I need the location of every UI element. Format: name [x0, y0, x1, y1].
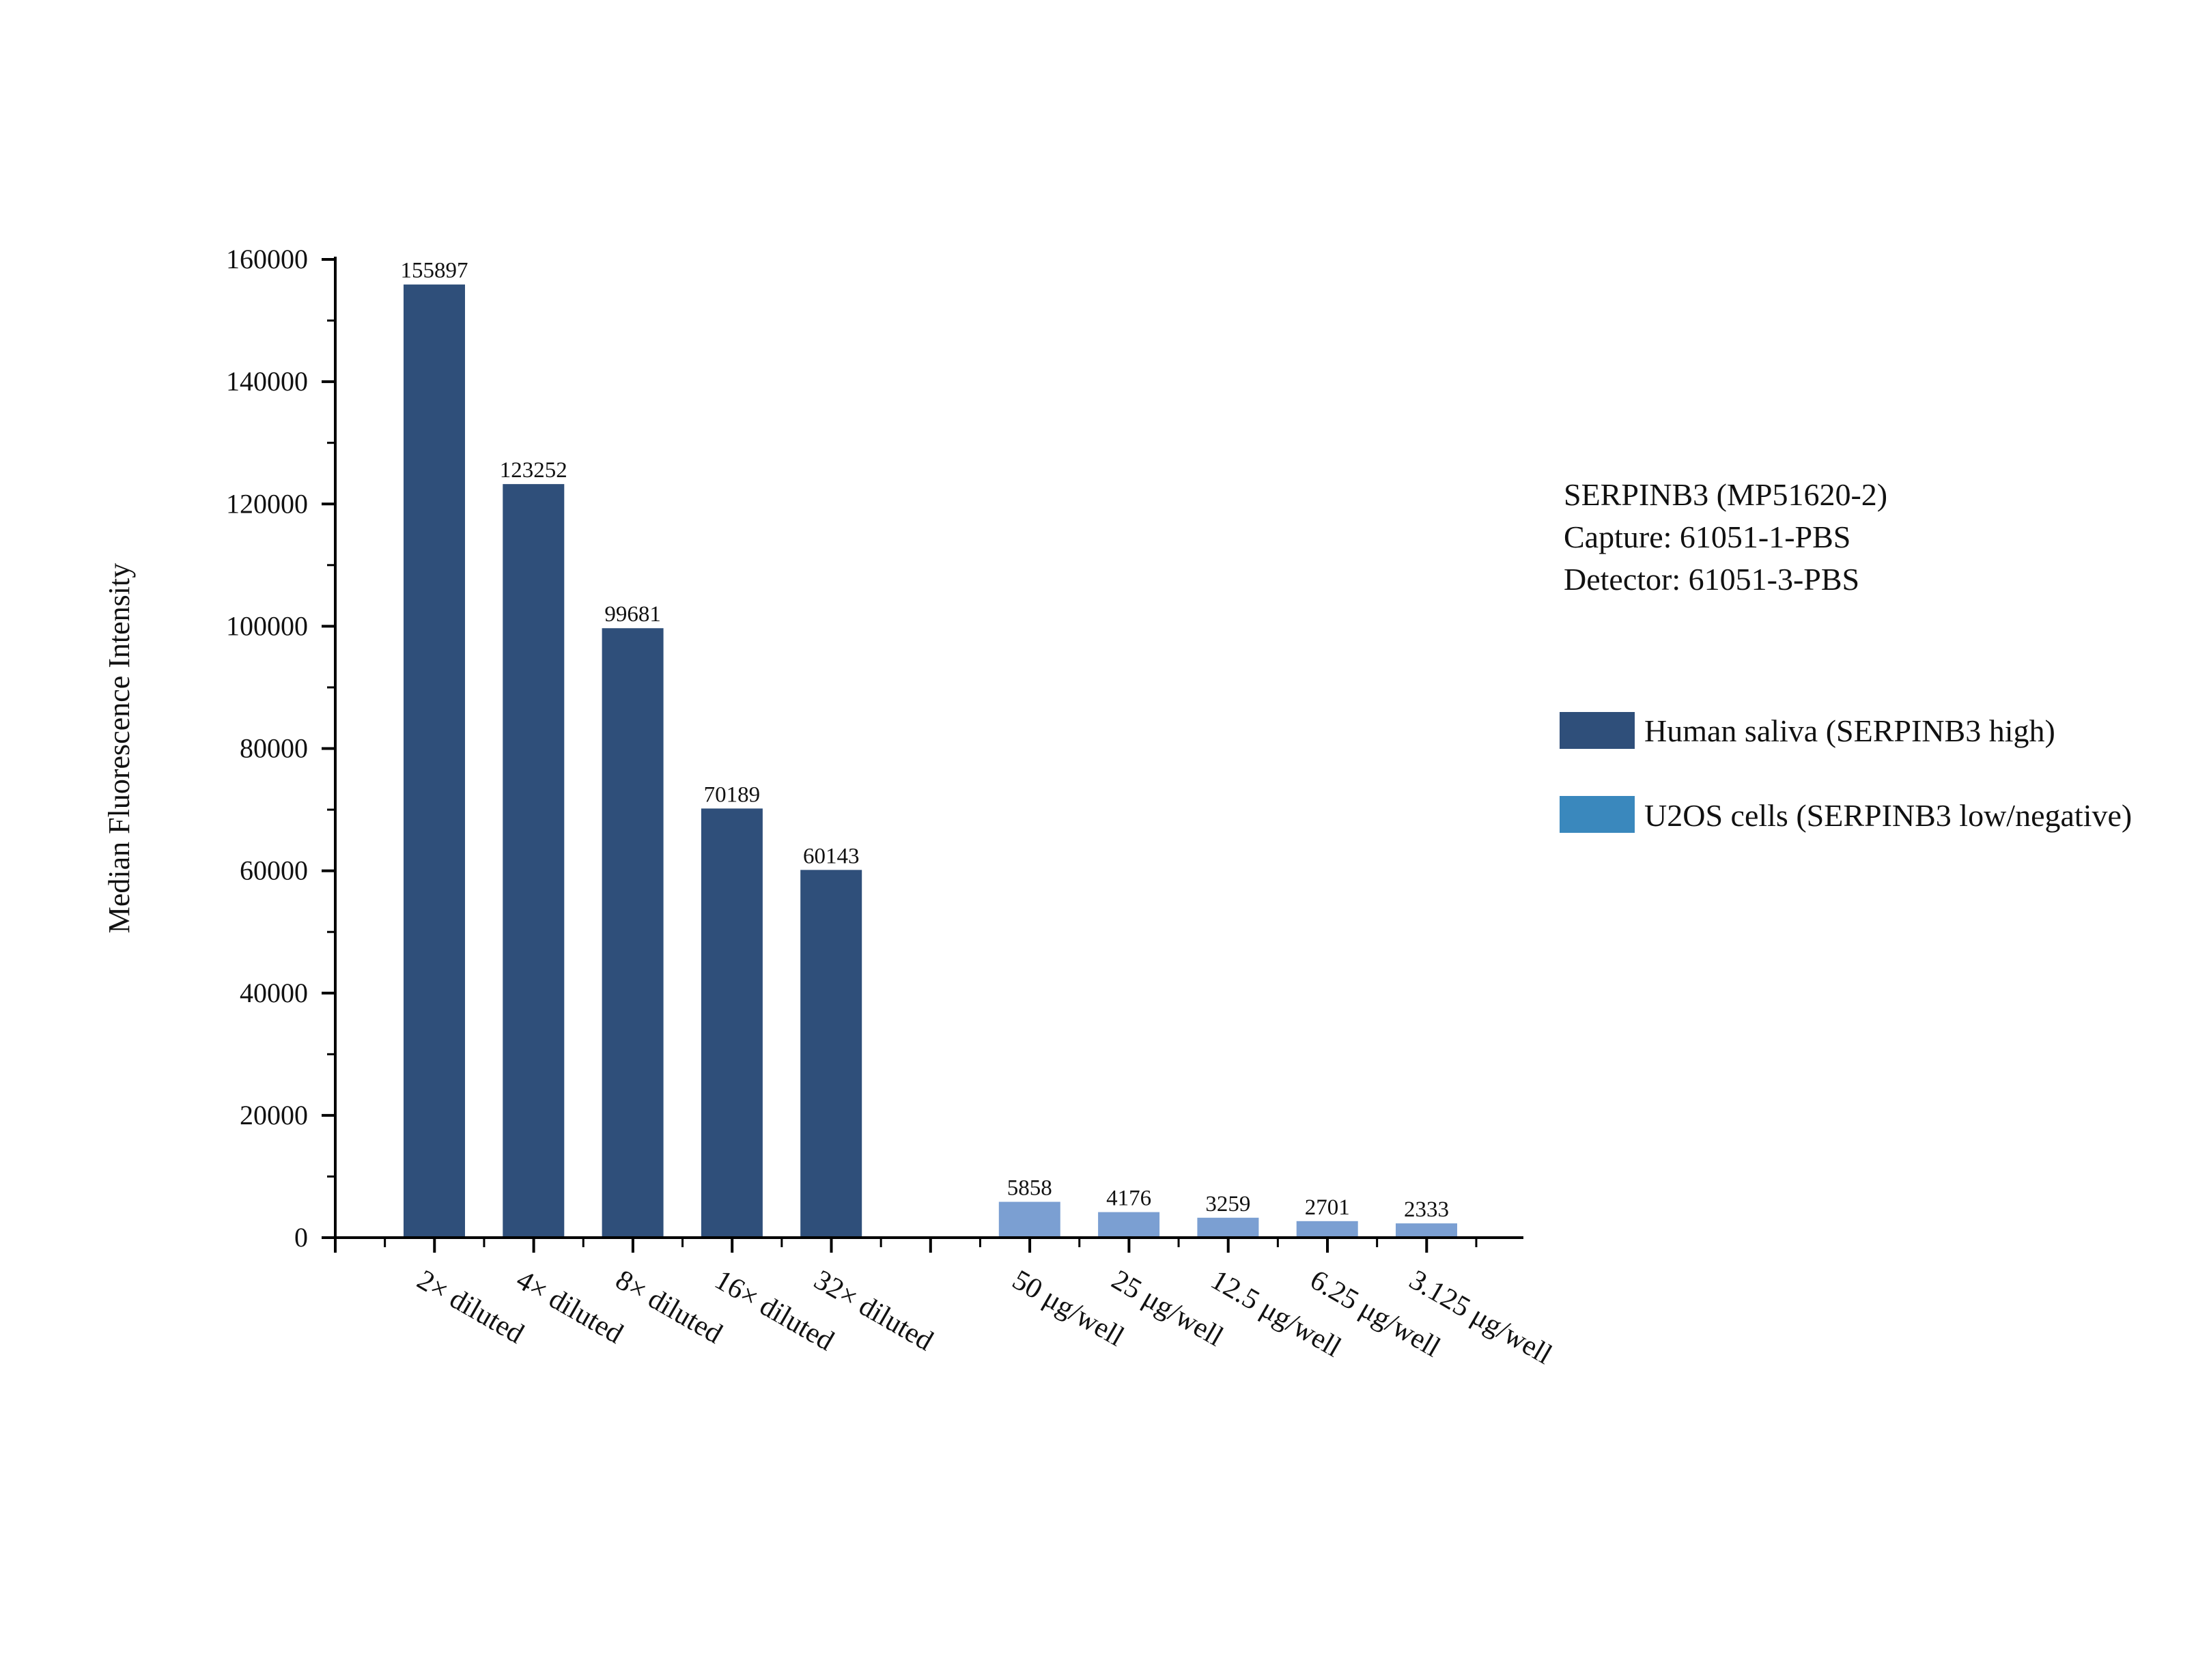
bar-value-label: 60143 — [803, 844, 860, 868]
y-tick-label: 120000 — [226, 488, 308, 519]
y-tick-label: 160000 — [226, 244, 308, 274]
y-axis-label: Median Fluorescence Intensity — [102, 563, 136, 934]
bar-series-1-9 — [1296, 1221, 1358, 1238]
bar-series-0-3 — [701, 808, 763, 1238]
legend-swatch-human-saliva — [1560, 712, 1635, 749]
bars — [404, 284, 1457, 1238]
y-tick-label: 140000 — [226, 366, 308, 397]
y-tick-label: 80000 — [240, 733, 308, 764]
bar-series-0-1 — [503, 484, 565, 1238]
y-axis-ticks: 0 20000 40000 60000 80000 100000 120000 140000 1… — [226, 244, 335, 1253]
bar-value-label: 99681 — [604, 602, 661, 627]
bar-series-1-10 — [1396, 1223, 1457, 1238]
annotation-line-1: SERPINB3 (MP51620-2) — [1564, 477, 1887, 512]
bar-value-label: 2333 — [1404, 1197, 1449, 1222]
bar-value-label: 123252 — [500, 458, 567, 483]
legend-label-u2os-cells: U2OS cells (SERPINB3 low/negative) — [1644, 798, 2132, 833]
bar-series-1-6 — [998, 1201, 1060, 1238]
category-label: 50 μg/well — [1007, 1264, 1129, 1353]
bar-value-label: 70189 — [704, 782, 761, 807]
x-axis-ticks — [334, 1238, 1478, 1253]
category-label: 4× diluted — [511, 1264, 628, 1350]
legend: Human saliva (SERPINB3 high) U2OS cells … — [1560, 712, 2132, 833]
bar-series-0-4 — [800, 870, 862, 1238]
annotation-line-2: Capture: 61051-1-PBS — [1564, 519, 1850, 554]
bar-value-label: 4176 — [1106, 1186, 1151, 1211]
bar-series-1-7 — [1098, 1212, 1160, 1238]
value-labels: 155897 123252 99681 70189 60143 5858 4176 3259 2… — [401, 259, 1450, 1222]
legend-swatch-u2os-cells — [1560, 796, 1635, 833]
bar-series-0-0 — [404, 284, 465, 1238]
bar-value-label: 155897 — [401, 259, 468, 283]
bar-value-label: 2701 — [1305, 1195, 1350, 1220]
bar-value-label: 5858 — [1007, 1176, 1052, 1201]
bar-value-label: 3259 — [1205, 1192, 1250, 1216]
legend-label-human-saliva: Human saliva (SERPINB3 high) — [1644, 713, 2055, 748]
annotation: SERPINB3 (MP51620-2) Capture: 61051-1-PB… — [1564, 477, 1887, 597]
y-tick-label: 0 — [294, 1222, 308, 1253]
category-label: 8× diluted — [610, 1264, 728, 1350]
y-tick-label: 40000 — [240, 978, 308, 1008]
category-label: 25 μg/well — [1106, 1264, 1228, 1353]
y-tick-label: 100000 — [226, 610, 308, 641]
y-tick-label: 60000 — [240, 855, 308, 886]
category-label: 2× diluted — [412, 1264, 529, 1350]
bar-series-1-8 — [1197, 1217, 1259, 1238]
y-tick-label: 20000 — [240, 1100, 308, 1130]
annotation-line-3: Detector: 61051-3-PBS — [1564, 562, 1859, 597]
bar-series-0-2 — [602, 628, 664, 1238]
